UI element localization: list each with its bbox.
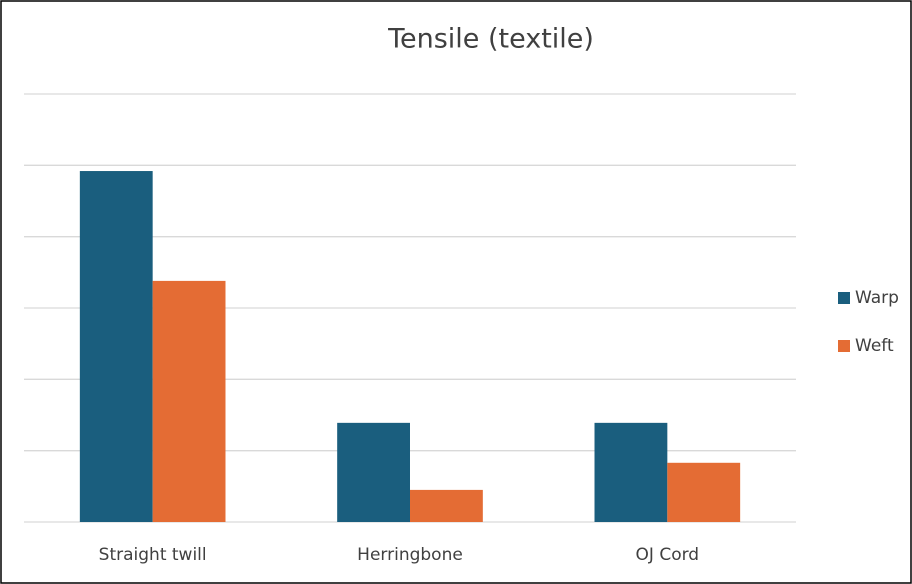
bar — [667, 462, 741, 522]
legend-label: Weft — [855, 336, 894, 356]
bar — [594, 422, 668, 522]
bar — [410, 489, 483, 522]
legend-swatch — [838, 340, 850, 352]
x-tick-label: Straight twill — [99, 545, 207, 565]
legend-label: Warp — [855, 288, 899, 308]
x-tick-label: OJ Cord — [636, 545, 700, 565]
bar — [79, 171, 153, 523]
legend-swatch — [838, 292, 850, 304]
x-tick-label: Herringbone — [357, 545, 463, 565]
bar — [337, 422, 410, 522]
bar — [152, 280, 226, 522]
chart-title: Tensile (textile) — [387, 24, 594, 55]
